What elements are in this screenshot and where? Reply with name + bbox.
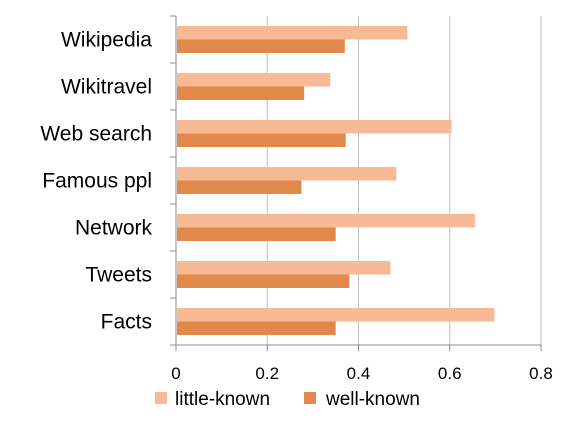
- category-label: Wikipedia: [61, 29, 152, 52]
- bar-well-known-facts: [177, 321, 336, 335]
- bar-little-known-tweets: [177, 261, 391, 275]
- bar-little-known-wikitravel: [177, 73, 331, 87]
- bar-well-known-tweets: [177, 274, 350, 288]
- legend-swatch-little-known: [155, 392, 167, 404]
- category-label: Tweets: [85, 264, 152, 287]
- category-labels: Wikipedia Wikitravel Web search Famous ppl N…: [40, 29, 152, 334]
- bar-little-known-facts: [177, 308, 495, 322]
- bar-little-known-famous-ppl: [177, 167, 397, 181]
- bar-little-known-network: [177, 214, 475, 228]
- legend: little-known well-known: [155, 389, 420, 410]
- tick-labels: 0 0.2 0.4 0.6 0.8: [171, 364, 553, 383]
- bar-well-known-network: [177, 227, 336, 241]
- x-tick-label: 0.6: [438, 364, 462, 383]
- category-label: Famous ppl: [42, 170, 152, 193]
- category-label: Facts: [101, 311, 152, 334]
- bar-well-known-web-search: [177, 133, 346, 147]
- x-tick-label: 0.2: [255, 364, 279, 383]
- x-tick-label: 0.8: [529, 364, 553, 383]
- bar-well-known-wikipedia: [177, 39, 345, 53]
- bar-little-known-web-search: [177, 120, 452, 134]
- category-label: Wikitravel: [61, 76, 152, 99]
- category-label: Web search: [40, 123, 152, 146]
- bar-little-known-wikipedia: [177, 26, 408, 40]
- legend-label-well-known: well-known: [325, 389, 420, 410]
- x-tick-label: 0: [171, 364, 180, 383]
- x-tick-label: 0.4: [347, 364, 371, 383]
- axes: [170, 15, 542, 351]
- legend-label-little-known: little-known: [175, 389, 270, 410]
- bars: [177, 26, 495, 335]
- category-label: Network: [75, 217, 153, 240]
- bar-well-known-famous-ppl: [177, 180, 302, 194]
- legend-swatch-well-known: [304, 392, 316, 404]
- bar-well-known-wikitravel: [177, 86, 305, 100]
